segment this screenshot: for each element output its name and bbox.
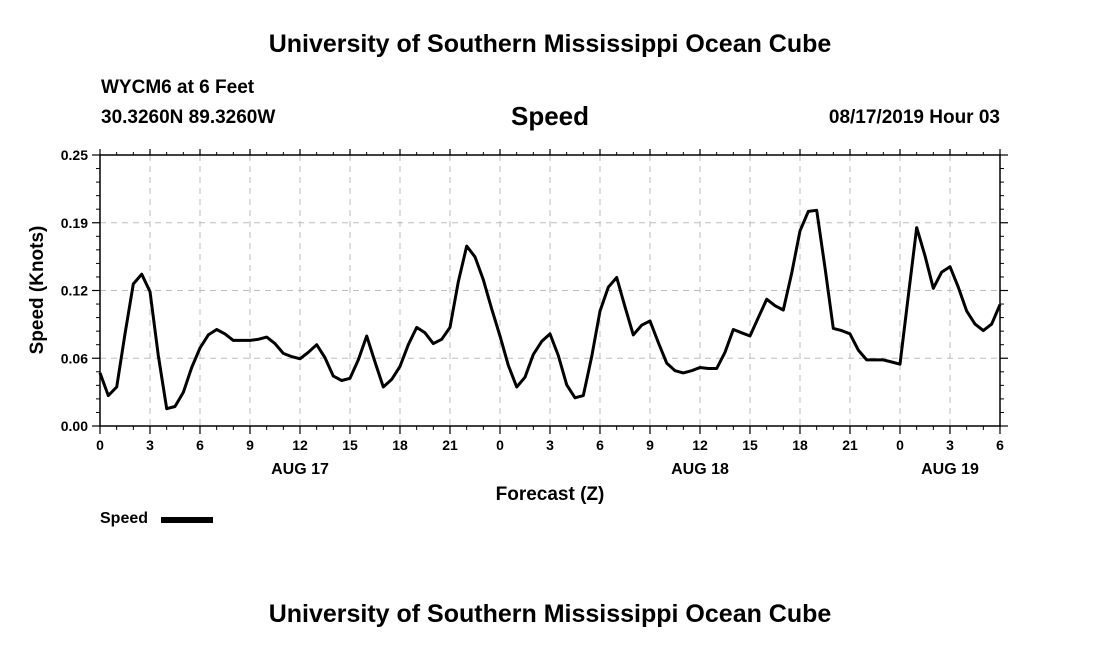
y-tick-label: 0.00 <box>61 418 88 434</box>
axis-labels: 0 3 6 9 12 15 18 21 0 3 6 9 12 15 18 21 0 3 6 0.00 0.06 0.12 0… <box>61 147 1004 478</box>
x-tick-label: 0 <box>96 437 104 453</box>
x-tick-label: 21 <box>842 437 858 453</box>
datetime-label: 08/17/2019 Hour 03 <box>828 107 1000 128</box>
axis-ticks <box>92 149 1008 434</box>
chart-title: Speed <box>510 101 590 131</box>
x-tick-label: 3 <box>146 437 154 453</box>
x-tick-label: 0 <box>496 437 504 453</box>
day-label: AUG 19 <box>921 461 979 478</box>
coordinates-label: 30.3260N 89.3260W <box>101 107 276 128</box>
y-tick-label: 0.12 <box>61 283 88 299</box>
x-tick-label: 3 <box>546 437 554 453</box>
x-tick-label: 15 <box>742 437 758 453</box>
y-tick-label: 0.06 <box>61 350 88 366</box>
speed-series-line <box>98 208 1002 411</box>
x-tick-label: 21 <box>442 437 458 453</box>
x-tick-label: 6 <box>196 437 204 453</box>
x-tick-label: 6 <box>596 437 604 453</box>
legend-swatch <box>161 517 213 523</box>
y-tick-label: 0.25 <box>61 147 88 163</box>
x-tick-label: 18 <box>392 437 408 453</box>
station-label: WYCM6 at 6 Feet <box>101 77 255 98</box>
page-title-top: University of Southern Mississippi Ocean… <box>268 30 832 58</box>
x-tick-label: 15 <box>342 437 358 453</box>
y-axis-title: Speed (Knots) <box>27 226 48 355</box>
x-tick-label: 18 <box>792 437 808 453</box>
x-tick-label: 12 <box>292 437 308 453</box>
x-tick-label: 9 <box>646 437 654 453</box>
x-tick-label: 12 <box>692 437 708 453</box>
x-tick-label: 0 <box>896 437 904 453</box>
x-tick-label: 6 <box>996 437 1004 453</box>
x-tick-label: 9 <box>246 437 254 453</box>
day-label: AUG 18 <box>671 461 729 478</box>
legend-label: Speed <box>100 510 149 527</box>
page-title-bottom: University of Southern Mississippi Ocean… <box>268 600 832 628</box>
x-tick-label: 3 <box>946 437 954 453</box>
x-axis-title: Forecast (Z) <box>496 484 605 505</box>
y-tick-label: 0.19 <box>61 215 88 231</box>
day-label: AUG 17 <box>271 461 329 478</box>
grid-lines <box>100 155 1000 426</box>
